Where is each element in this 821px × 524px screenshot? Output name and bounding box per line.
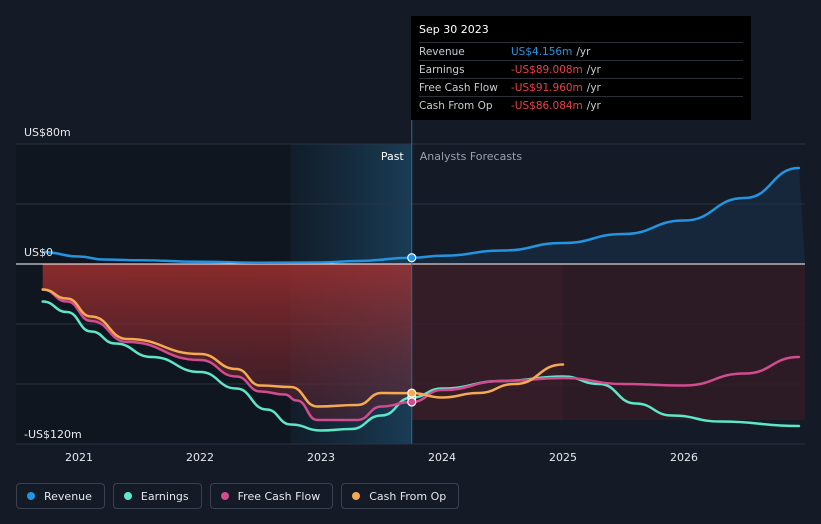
series-line-cash-from-op [41,288,565,408]
tooltip-row-revenue: Revenue US$4.156m /yr [419,42,743,60]
past-label: Past [381,150,405,163]
tooltip-date: Sep 30 2023 [419,23,489,36]
tooltip-row-cash-from-op: Cash From Op -US$86.084m /yr [419,96,743,114]
x-tick-label: 2021 [65,451,93,464]
x-tick-label: 2023 [307,451,335,464]
tooltip-unit: /yr [586,81,601,94]
tooltip-row-earnings: Earnings -US$89.008m /yr [419,60,743,78]
tooltip-unit: /yr [586,63,601,76]
forecast-negative-area [411,264,563,420]
forecast-label: Analysts Forecasts [420,150,523,163]
legend-label: Earnings [140,489,189,503]
legend-dot-icon [220,492,229,500]
legend-label: Cash From Op [369,489,447,503]
tooltip-value: -US$89.008m [511,63,583,76]
tooltip-label: Free Cash Flow [419,81,498,94]
x-tick-label: 2025 [549,451,577,464]
x-tick-label: 2026 [670,451,698,464]
series-line-free-cash-flow [41,288,801,422]
legend: Revenue Earnings Free Cash Flow Cash Fro… [16,483,460,509]
tooltip-value: -US$91.960m [511,81,583,94]
y-tick-label: -US$120m [24,428,82,441]
y-tick-label: US$0 [24,246,53,259]
y-tick-label: US$80m [24,126,71,139]
legend-item-revenue[interactable]: Revenue [16,483,105,509]
legend-label: Free Cash Flow [237,489,321,503]
x-tick-label: 2022 [186,451,214,464]
legend-dot-icon [27,492,35,500]
past-negative-area [42,264,412,420]
series-line-earnings [41,300,801,432]
x-tick-label: 2024 [428,451,456,464]
tooltip-row-free-cash-flow: Free Cash Flow -US$91.960m /yr [419,78,743,96]
legend-dot-icon [123,492,132,500]
data-point-marker [407,253,417,263]
legend-item-free-cash-flow[interactable]: Free Cash Flow [209,483,334,509]
revenue-forecast-area [411,168,805,264]
tooltip-label: Cash From Op [419,99,493,112]
legend-item-cash-from-op[interactable]: Cash From Op [341,483,460,509]
tooltip-unit: /yr [576,45,591,58]
legend-dot-icon [352,492,361,500]
data-point-marker [407,388,417,398]
tooltip-label: Revenue [419,45,465,58]
data-point-marker [407,397,417,407]
legend-item-earnings[interactable]: Earnings [112,483,202,509]
tooltip-value: -US$86.084m [511,99,583,112]
legend-label: Revenue [44,489,92,503]
tooltip-label: Earnings [419,63,465,76]
tooltip-unit: /yr [586,99,601,112]
forecast-negative-area-late [563,264,805,420]
tooltip: Sep 30 2023 Revenue US$4.156m /yr Earnin… [411,16,751,120]
tooltip-value: US$4.156m [511,45,573,58]
